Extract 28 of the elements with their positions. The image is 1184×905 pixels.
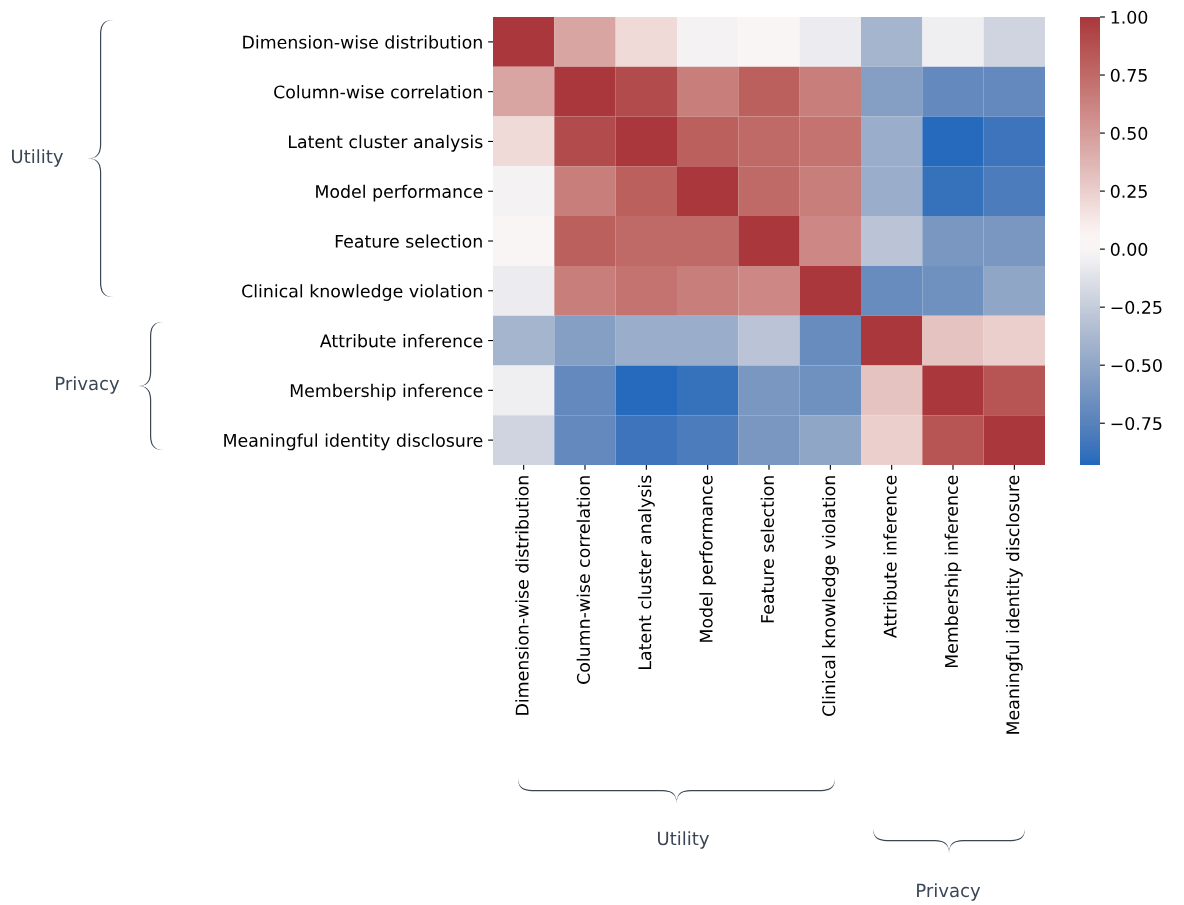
x-tick-label: Latent cluster analysis bbox=[637, 475, 655, 669]
y-tick-label: Model performance bbox=[316, 184, 483, 202]
text: Privacy bbox=[917, 883, 981, 901]
y-tick-label: Column-wise correlation bbox=[274, 85, 482, 99]
x-tick-label: Clinical knowledge violation bbox=[821, 476, 839, 716]
y-tick-label: Meaningful identity disclosure bbox=[224, 433, 483, 451]
y-tick-label: Feature selection bbox=[335, 234, 482, 248]
text: Utility bbox=[12, 149, 64, 167]
x-tick-label: Feature selection bbox=[760, 476, 775, 623]
y-tick-label: Attribute inference bbox=[319, 333, 483, 348]
x-tick-label: Membership inference bbox=[944, 475, 962, 668]
y-tick-label: Dimension-wise distribution bbox=[243, 35, 482, 49]
x-tick-label: Model performance bbox=[699, 475, 717, 642]
color-bar-label: −0.50 bbox=[1111, 358, 1162, 373]
color-bar-label: 0.50 bbox=[1110, 126, 1148, 140]
y-tick-label: Latent cluster analysis bbox=[289, 134, 483, 152]
color-bar-label: −0.75 bbox=[1111, 416, 1162, 431]
text: Privacy bbox=[56, 376, 120, 394]
x-tick-label: Meaningful identity disclosure bbox=[1005, 475, 1023, 734]
color-bar-label: 0.75 bbox=[1110, 68, 1147, 82]
color-bar-label: −0.25 bbox=[1111, 300, 1162, 314]
color-bar-label: 1.00 bbox=[1111, 10, 1148, 24]
y-tick-label: Membership inference bbox=[290, 383, 483, 401]
color-bar-label: 0.00 bbox=[1110, 242, 1148, 256]
y-tick-label: Clinical knowledge violation bbox=[242, 284, 482, 301]
text: Utility bbox=[658, 831, 710, 849]
x-tick-label: Attribute inference bbox=[883, 475, 897, 639]
color-bar-label: 0.25 bbox=[1110, 184, 1147, 198]
